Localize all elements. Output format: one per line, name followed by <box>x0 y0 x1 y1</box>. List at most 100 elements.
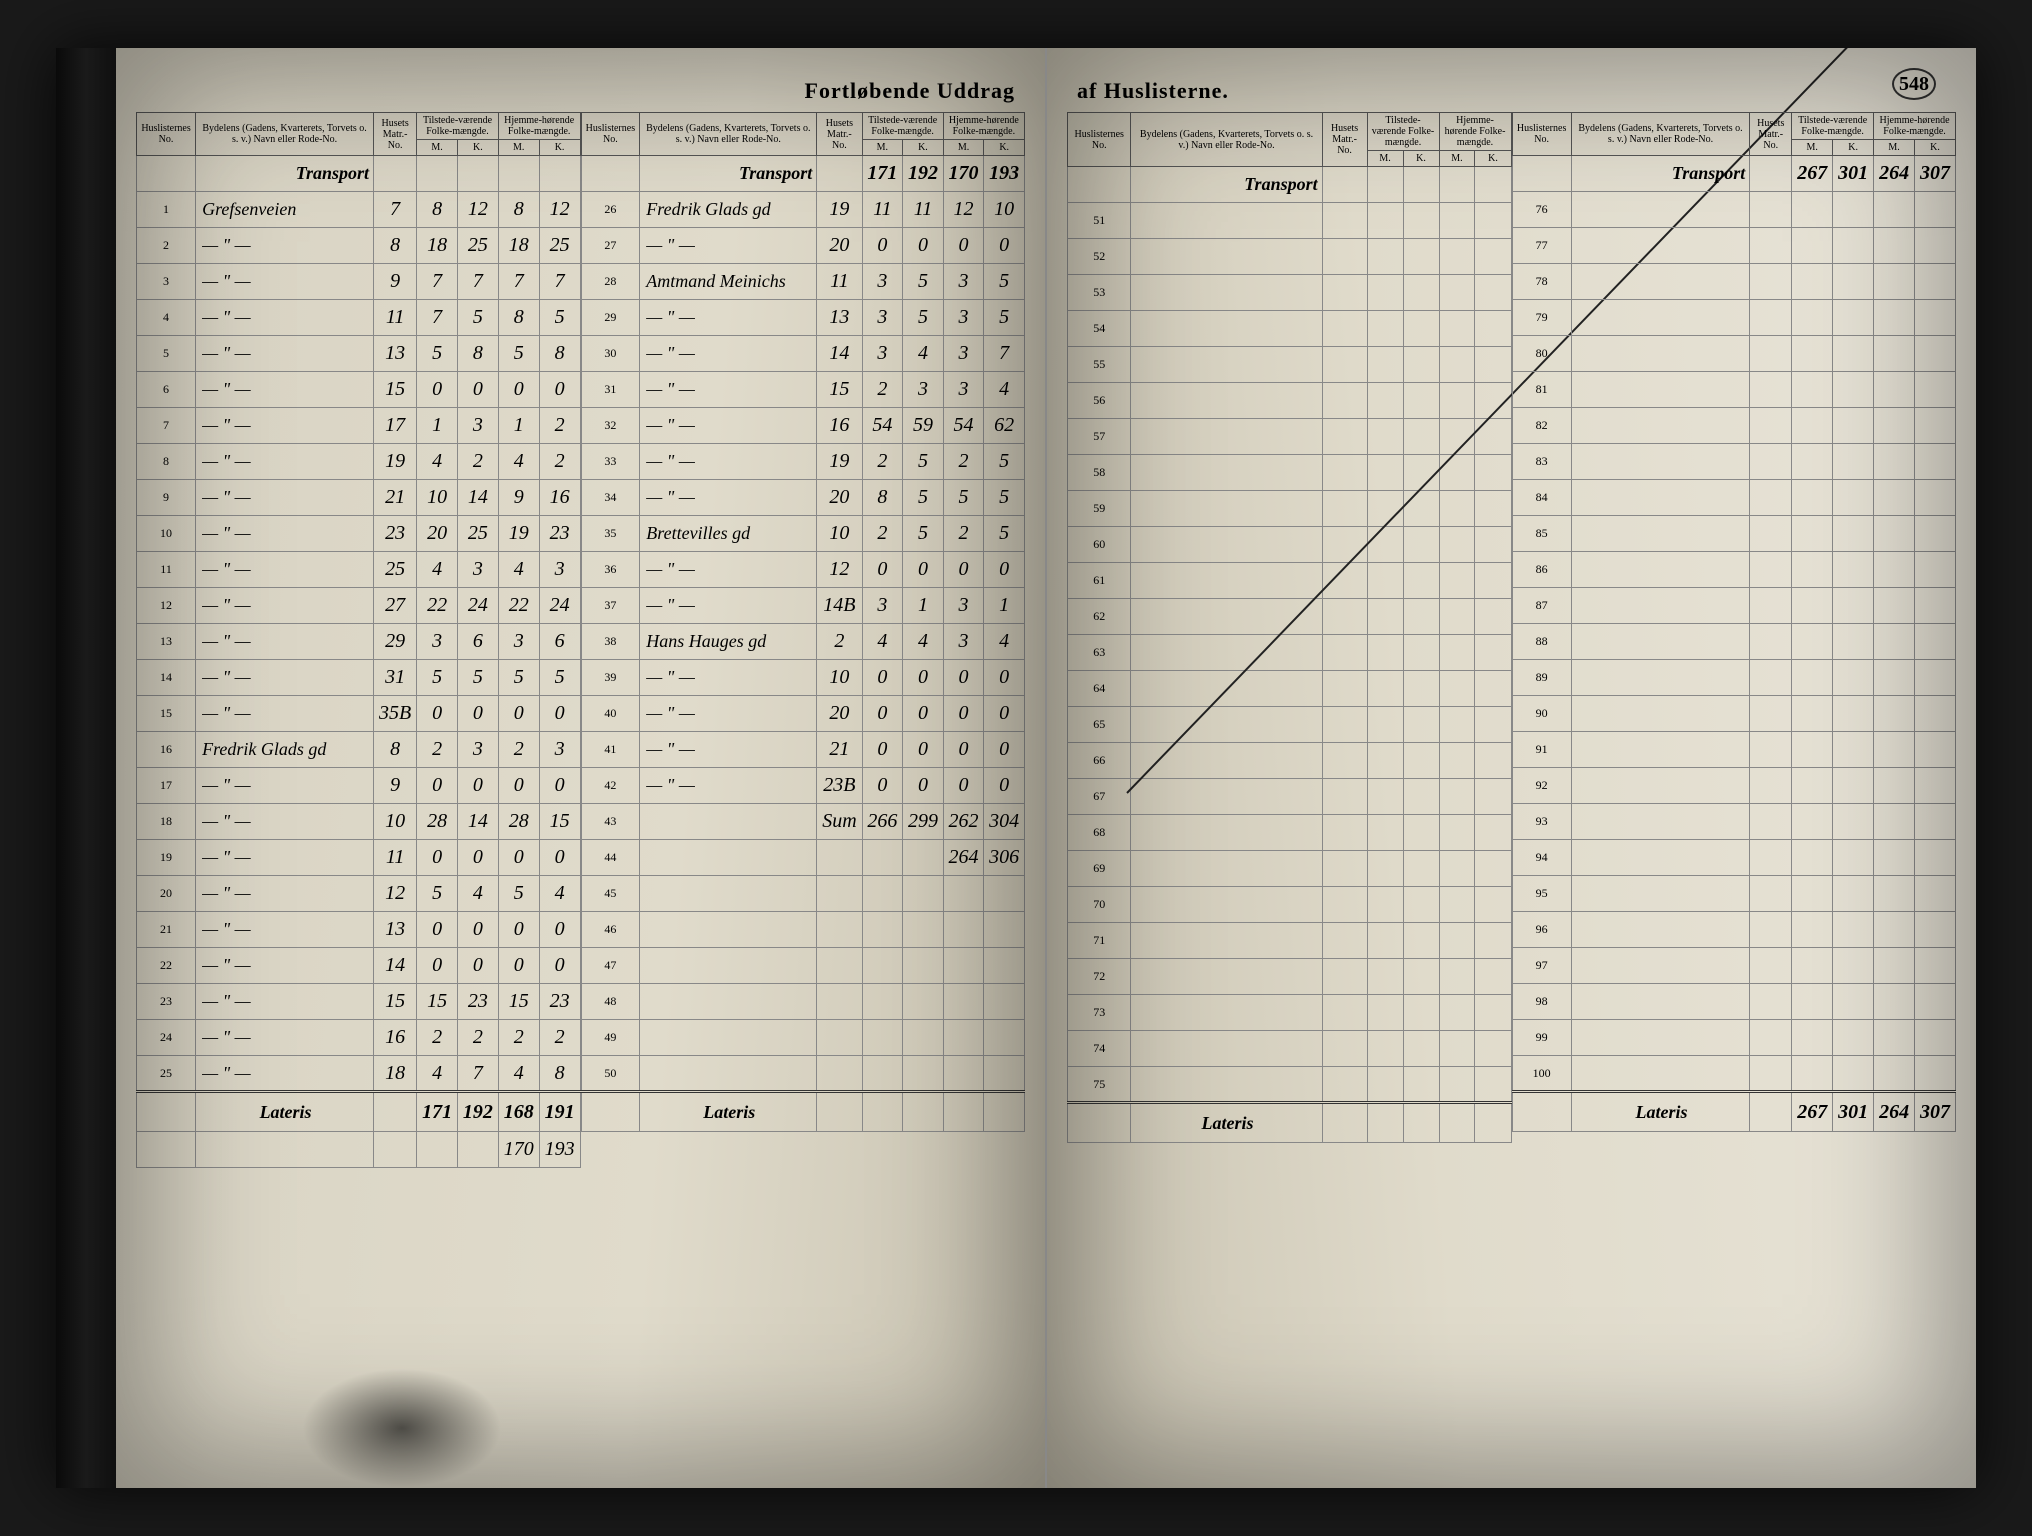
table-row: 54 <box>1068 311 1512 347</box>
panel-4: Huslisternes No. Bydelens (Gadens, Kvart… <box>1512 112 1957 1143</box>
table-row: 59 <box>1068 491 1512 527</box>
table-row: 71 <box>1068 923 1512 959</box>
table-row: 33 — " — 19 2 5 2 5 <box>581 444 1025 480</box>
table-row: 77 <box>1512 228 1956 264</box>
table-row: 68 <box>1068 815 1512 851</box>
table-row: 52 <box>1068 239 1512 275</box>
ledger-table-3: Huslisternes No. Bydelens (Gadens, Kvart… <box>1067 112 1512 1143</box>
table-row: 50 <box>581 1056 1025 1092</box>
table-row: 6 — " — 15 0 0 0 0 <box>137 372 581 408</box>
table-row: 38 Hans Hauges gd 2 4 4 3 4 <box>581 624 1025 660</box>
page-title-right: af Huslisterne. <box>1067 78 1956 104</box>
table-header: Huslisternes No. Bydelens (Gadens, Kvart… <box>137 113 581 156</box>
table-row: 4 — " — 11 7 5 8 5 <box>137 300 581 336</box>
table-row: 30 — " — 14 3 4 3 7 <box>581 336 1025 372</box>
table-row: 26 Fredrik Glads gd 19 11 11 12 10 <box>581 192 1025 228</box>
table-row: 27 — " — 20 0 0 0 0 <box>581 228 1025 264</box>
table-row: 79 <box>1512 300 1956 336</box>
table-row: 49 <box>581 1020 1025 1056</box>
lateris-row: Lateris <box>1068 1103 1512 1143</box>
table-row: 47 <box>581 948 1025 984</box>
lateris-row: Lateris 171 192 168 191 <box>137 1092 581 1132</box>
table-row: 65 <box>1068 707 1512 743</box>
table-row: 66 <box>1068 743 1512 779</box>
table-row: 3 — " — 9 7 7 7 7 <box>137 264 581 300</box>
table-row: 80 <box>1512 336 1956 372</box>
table-row: 8 — " — 19 4 2 4 2 <box>137 444 581 480</box>
table-body: Transport 171 192 170 193 26 Fredrik Gla… <box>581 156 1025 1132</box>
table-row: 84 <box>1512 480 1956 516</box>
table-row: 92 <box>1512 768 1956 804</box>
transport-row: Transport 267 301 264 307 <box>1512 156 1956 192</box>
ledger-table-2: Huslisternes No. Bydelens (Gadens, Kvart… <box>581 112 1026 1132</box>
table-row: 13 — " — 29 3 6 3 6 <box>137 624 581 660</box>
table-row: 46 <box>581 912 1025 948</box>
transport-row: Transport 171 192 170 193 <box>581 156 1025 192</box>
table-row: 82 <box>1512 408 1956 444</box>
table-row: 99 <box>1512 1020 1956 1056</box>
table-row: 45 <box>581 876 1025 912</box>
table-row: 22 — " — 14 0 0 0 0 <box>137 948 581 984</box>
table-row: 23 — " — 15 15 23 15 23 <box>137 984 581 1020</box>
table-row: 28 Amtmand Meinichs 11 3 5 3 5 <box>581 264 1025 300</box>
table-row: 40 — " — 20 0 0 0 0 <box>581 696 1025 732</box>
table-row: 76 <box>1512 192 1956 228</box>
table-row: 94 <box>1512 840 1956 876</box>
panel-3: Huslisternes No. Bydelens (Gadens, Kvart… <box>1067 112 1512 1143</box>
table-row: 34 — " — 20 8 5 5 5 <box>581 480 1025 516</box>
page-number: 548 <box>1892 68 1936 100</box>
table-row: 7 — " — 17 1 3 1 2 <box>137 408 581 444</box>
table-row: 90 <box>1512 696 1956 732</box>
table-row: 75 <box>1068 1067 1512 1103</box>
table-row: 73 <box>1068 995 1512 1031</box>
table-row: 24 — " — 16 2 2 2 2 <box>137 1020 581 1056</box>
transport-row: Transport <box>137 156 581 192</box>
table-row: 97 <box>1512 948 1956 984</box>
table-row: 53 <box>1068 275 1512 311</box>
table-row: 95 <box>1512 876 1956 912</box>
right-page: 548 af Huslisterne. Huslisternes No. Byd… <box>1047 48 1976 1488</box>
table-body: Transport 51 52 53 <box>1068 167 1512 1143</box>
table-row: 36 — " — 12 0 0 0 0 <box>581 552 1025 588</box>
table-row: 5 — " — 13 5 8 5 8 <box>137 336 581 372</box>
table-row: 61 <box>1068 563 1512 599</box>
table-row: 16 Fredrik Glads gd 8 2 3 2 3 <box>137 732 581 768</box>
table-row: 39 — " — 10 0 0 0 0 <box>581 660 1025 696</box>
table-row: 32 — " — 16 54 59 54 62 <box>581 408 1025 444</box>
lateris-row: Lateris <box>581 1092 1025 1132</box>
ledger-table-1: Huslisternes No. Bydelens (Gadens, Kvart… <box>136 112 581 1168</box>
transport-row: Transport <box>1068 167 1512 203</box>
book-pages: Fortløbende Uddrag Huslisternes No. Byde… <box>116 48 1976 1488</box>
table-row: 86 <box>1512 552 1956 588</box>
table-row: 57 <box>1068 419 1512 455</box>
table-header: Huslisternes No. Bydelens (Gadens, Kvart… <box>581 113 1025 156</box>
table-row: 10 — " — 23 20 25 19 23 <box>137 516 581 552</box>
panel-1: Huslisternes No. Bydelens (Gadens, Kvart… <box>136 112 581 1168</box>
table-row: 12 — " — 27 22 24 22 24 <box>137 588 581 624</box>
table-row: 93 <box>1512 804 1956 840</box>
table-row: 78 <box>1512 264 1956 300</box>
table-row: 41 — " — 21 0 0 0 0 <box>581 732 1025 768</box>
table-row: 85 <box>1512 516 1956 552</box>
table-row: 35 Brettevilles gd 10 2 5 2 5 <box>581 516 1025 552</box>
ledger-table-4: Huslisternes No. Bydelens (Gadens, Kvart… <box>1512 112 1957 1132</box>
table-body: Transport 267 301 264 307 76 77 78 <box>1512 156 1956 1132</box>
table-row: 81 <box>1512 372 1956 408</box>
table-row: 14 — " — 31 5 5 5 5 <box>137 660 581 696</box>
table-header: Huslisternes No. Bydelens (Gadens, Kvart… <box>1512 113 1956 156</box>
table-header: Huslisternes No. Bydelens (Gadens, Kvart… <box>1068 113 1512 167</box>
table-row: 96 <box>1512 912 1956 948</box>
table-row: 63 <box>1068 635 1512 671</box>
table-row: 2 — " — 8 18 25 18 25 <box>137 228 581 264</box>
table-row: 56 <box>1068 383 1512 419</box>
table-row: 89 <box>1512 660 1956 696</box>
table-row: 20 — " — 12 5 4 5 4 <box>137 876 581 912</box>
table-row: 15 — " — 35B 0 0 0 0 <box>137 696 581 732</box>
table-row: 1 Grefsenveien 7 8 12 8 12 <box>137 192 581 228</box>
panel-2: Huslisternes No. Bydelens (Gadens, Kvart… <box>581 112 1026 1168</box>
ledger-book: Fortløbende Uddrag Huslisternes No. Byde… <box>56 48 1976 1488</box>
table-body: Transport 1 Grefsenveien 7 8 12 8 12 2 —… <box>137 156 581 1168</box>
table-row: 62 <box>1068 599 1512 635</box>
table-row: 42 — " — 23B 0 0 0 0 <box>581 768 1025 804</box>
table-row: 72 <box>1068 959 1512 995</box>
